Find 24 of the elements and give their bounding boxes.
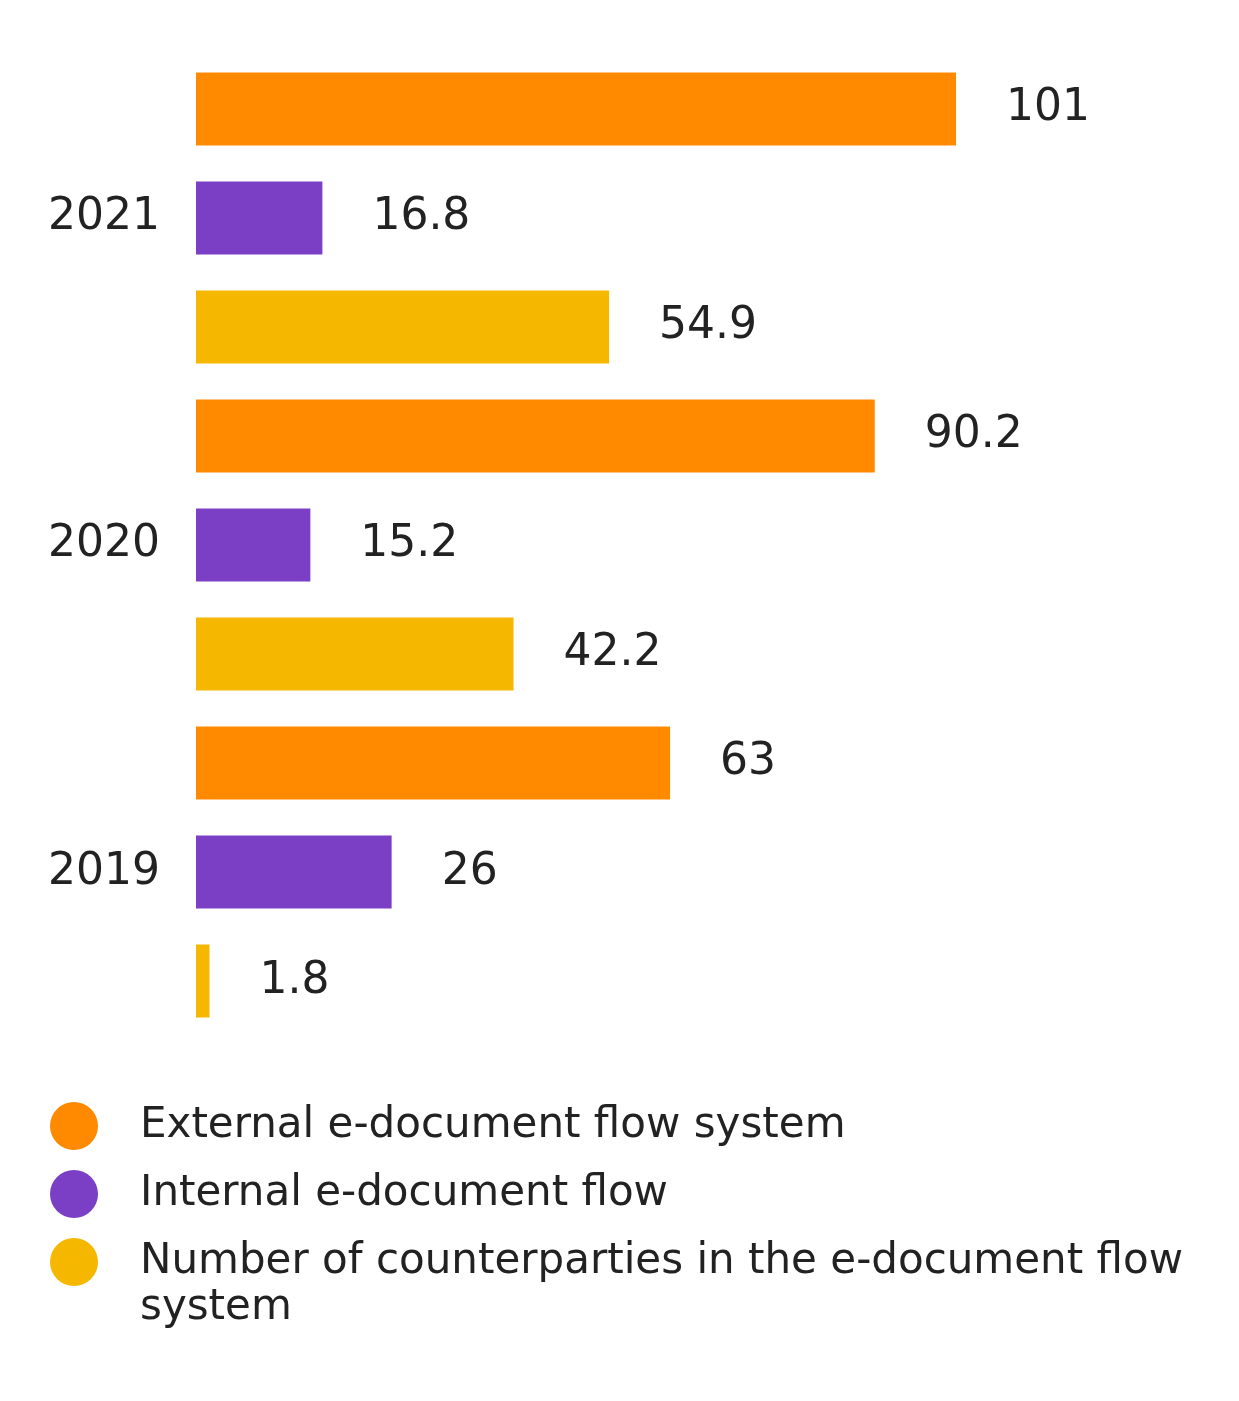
y-tick-label: 2021 bbox=[47, 188, 160, 240]
bar bbox=[195, 617, 514, 691]
data-label: 42.2 bbox=[563, 624, 662, 676]
data-label: 63 bbox=[720, 733, 777, 785]
bar bbox=[195, 290, 610, 364]
bar bbox=[195, 72, 957, 146]
legend-label: External e-document flow system bbox=[140, 1098, 846, 1147]
data-label: 26 bbox=[441, 842, 498, 894]
bar bbox=[195, 835, 392, 909]
y-tick-label: 2020 bbox=[47, 515, 160, 567]
data-label: 1.8 bbox=[259, 951, 330, 1003]
bar bbox=[195, 726, 671, 800]
y-tick-label: 2019 bbox=[47, 842, 160, 894]
bar bbox=[195, 399, 875, 473]
data-label: 101 bbox=[1006, 79, 1091, 131]
legend-label: Number of counterparties in the e-document flow system bbox=[140, 1234, 1185, 1330]
data-label: 90.2 bbox=[924, 406, 1023, 458]
legend-label: Internal e-document flow bbox=[140, 1166, 668, 1215]
data-label: 15.2 bbox=[360, 515, 459, 567]
bar bbox=[195, 944, 210, 1018]
bar bbox=[195, 181, 323, 255]
data-label: 16.8 bbox=[372, 188, 471, 240]
data-label: 54.9 bbox=[659, 297, 758, 349]
bar bbox=[195, 508, 311, 582]
